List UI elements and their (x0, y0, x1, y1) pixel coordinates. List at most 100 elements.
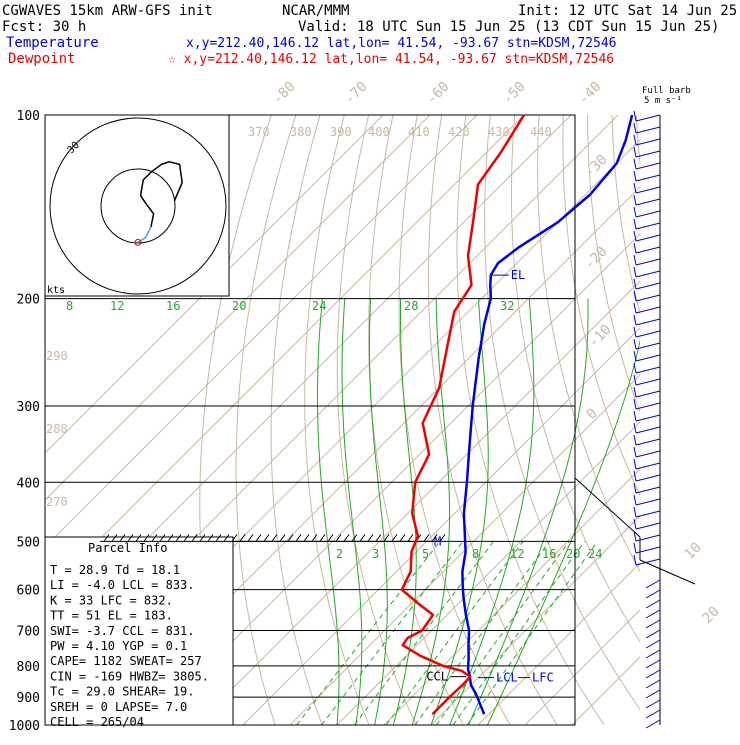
freezing-hatch (287, 534, 294, 542)
isotherm-label-6: -20 (582, 244, 611, 273)
temperature-label: Temperature (6, 35, 99, 51)
isotherm-label-3: -50 (500, 79, 529, 108)
wind-barb-flag (633, 542, 637, 554)
mixing-ratio-3 (321, 541, 464, 725)
wind-barb-flag (633, 158, 637, 170)
wind-barb (635, 414, 661, 422)
wind-barb (635, 150, 661, 158)
dewpoint-label: Dewpoint (8, 51, 75, 67)
wind-barb (635, 294, 661, 302)
mixing-ratio-label-1: 3 (372, 547, 379, 561)
dry-adiabat-260 (235, 115, 297, 725)
freezing-hatch (439, 534, 446, 542)
freezing-level-hatch (100, 534, 446, 542)
wind-barb (635, 354, 661, 362)
wind-barb (635, 402, 661, 410)
mixing-ratio-label-6: 20 (566, 547, 580, 561)
wind-barb-flag (633, 302, 637, 314)
wind-barb-flag (633, 326, 637, 338)
wind-barb-flag (633, 350, 637, 362)
freezing-hatch (383, 534, 390, 542)
dry-adiabat-430 (709, 115, 740, 725)
model-title: CGWAVES 15km ARW-GFS init (2, 3, 213, 19)
wind-barb-flag (633, 494, 637, 506)
freezing-hatch (175, 534, 182, 542)
moist-adiabat-0 (317, 298, 340, 725)
isotherm-label-10: 20 (700, 604, 723, 627)
parcel-row: TT = 51 EL = 183. (50, 609, 173, 623)
isotherm--20 (242, 327, 640, 725)
wind-barb (635, 498, 661, 506)
freezing-hatch (391, 534, 398, 542)
mixing-ratio-16 (435, 541, 570, 725)
isotherm--120 (45, 115, 384, 454)
freezing-hatch (359, 534, 366, 542)
pressure-label-500: 500 (17, 535, 40, 550)
dry-adiabat-390 (611, 115, 640, 315)
dry-adiabat-350 (511, 115, 640, 643)
moist-adiabat-5 (430, 298, 489, 725)
dry-adiabat-label-3: 400 (368, 125, 390, 139)
wind-barb-low (645, 589, 661, 599)
wind-barb (635, 126, 661, 134)
pressure-label-400: 400 (17, 476, 40, 491)
parcel-info-rows: T = 28.9 Td = 18.1LI = -4.0 LCL = 833.K … (50, 563, 209, 729)
dry-adiabat-340 (484, 115, 640, 711)
freezing-hatch (327, 534, 334, 542)
freezing-hatch (351, 534, 358, 542)
isotherm-label-2: -60 (424, 79, 453, 108)
dry-adiabat-410 (661, 115, 740, 725)
wind-barb (635, 246, 661, 254)
freezing-hatch (127, 534, 134, 542)
wind-barb-flag (633, 230, 637, 242)
wind-barb (635, 486, 661, 494)
wind-barb-low (645, 689, 661, 699)
wind-barb-flag (633, 206, 637, 218)
wind-barb (635, 258, 661, 266)
dry-adiabat-300 (368, 115, 464, 725)
init-time: Init: 12 UTC Sat 14 Jun 25 (518, 3, 737, 19)
hodograph-trace (134, 161, 183, 246)
wind-barb (635, 306, 661, 314)
mixing-ratio-label-0: 2 (336, 547, 343, 561)
wind-barb-flag (633, 374, 637, 386)
freezing-hatch (335, 534, 342, 542)
isotherm-label-9: 10 (682, 540, 705, 563)
mixing-ratio-8 (385, 541, 524, 725)
pressure-axis: 100 200 300 400 500 600 700 800 900 1000 (9, 109, 40, 734)
wind-barb (635, 390, 661, 398)
wind-barbs (633, 110, 661, 729)
forecast-hour: Fcst: 30 h (2, 19, 86, 35)
parcel-row: K = 33 LFC = 832. (50, 593, 173, 607)
freezing-hatch (367, 534, 374, 542)
pressure-label-300: 300 (17, 400, 40, 415)
parcel-row: SREH = 0 LAPSE= 7.0 (50, 700, 187, 714)
dry-adiabat-280 (304, 115, 370, 725)
freezing-hatch (111, 534, 118, 542)
isotherm-label-0: -80 (270, 79, 299, 108)
wind-barb (635, 438, 661, 446)
wind-barb (635, 342, 661, 350)
pressure-label-100: 100 (17, 109, 40, 124)
dewpoint-profile (400, 114, 526, 716)
wind-barb-low (645, 669, 661, 679)
wind-barb (635, 162, 661, 170)
dry-adiabat-label-10: 270 (46, 495, 68, 509)
wind-barb-flag (633, 446, 637, 458)
dry-adiabat-320 (428, 115, 558, 725)
temperature-info: x,y=212.40,146.12 lat,lon= 41.54, -93.67… (186, 36, 616, 51)
wind-barb (635, 474, 661, 482)
moist-adiabat-label-6: 32 (500, 299, 514, 313)
hodograph-outer-ring (49, 117, 227, 295)
level-markers: EL CCL LCL LFC M (426, 268, 553, 684)
wind-barb (635, 318, 661, 326)
wind-barb-flag (633, 518, 637, 530)
wind-barb (635, 174, 661, 182)
wind-barb (635, 450, 661, 458)
dry-adiabat-label-8: 290 (46, 349, 68, 363)
freezing-hatch (303, 534, 310, 542)
wind-barb-flag (633, 110, 637, 122)
freezing-hatch (215, 534, 222, 542)
wind-barb-flag (633, 254, 637, 266)
isotherm--30 (195, 280, 640, 725)
